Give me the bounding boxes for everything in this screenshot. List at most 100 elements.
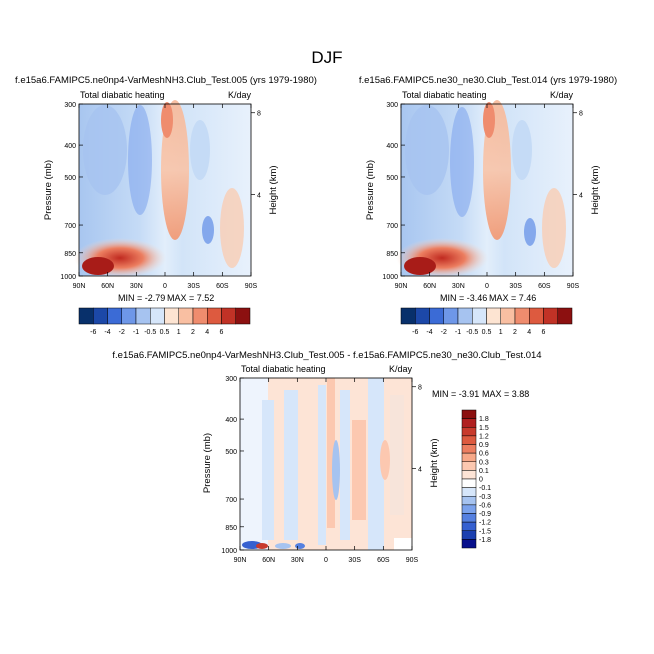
panel-3-left-label: Total diabatic heating [241, 364, 326, 374]
panel-1-colorbar-box [178, 307, 194, 325]
panel-3-xtick-label: 30S [348, 557, 361, 564]
panel-1-colorbar-box [135, 307, 151, 325]
panel-3-colorbar-label: 1.2 [479, 433, 489, 440]
panel-1-colorbar-label: -2 [119, 329, 125, 336]
panel-2: f.e15a6.FAMIPC5.ne30_ne30.Club_Test.014 … [359, 75, 617, 336]
panel-3-colorbar-label: -1.2 [479, 520, 491, 527]
panel-3-colorbar-label: 0.1 [479, 468, 489, 475]
panel-3-colorbar-box [461, 444, 477, 454]
panel-3-colorbar-box [461, 539, 477, 549]
panel-1-ytick-label: 300 [64, 102, 76, 109]
panel-3-colorbar-box [461, 435, 477, 445]
panel-3-colorbar-box [461, 470, 477, 480]
panel-1-colorbar-label: -1 [133, 329, 139, 336]
panel-1-colorbar: -6 -4 -2 -1 -0.5 0.5 1 2 4 6 [78, 307, 251, 336]
panel-2-ytick-label: 300 [386, 102, 398, 109]
panel-1-right-label: K/day [228, 90, 252, 100]
panel-3-colorbar-box [461, 513, 477, 523]
figure-title: DJF [311, 48, 342, 67]
panel-2-colorbar-box [443, 307, 459, 325]
panel-2-ylabel: Pressure (mb) [365, 160, 376, 220]
panel-3-colorbar-box [461, 418, 477, 428]
panel-3-xtick-label: 90S [406, 557, 419, 564]
panel-2-xtick-label: 90S [567, 283, 580, 290]
panel-3-field [240, 378, 412, 550]
panel-2-colorbar-box [457, 307, 473, 325]
panel-3-colorbar-label: -0.1 [479, 485, 491, 492]
panel-1: f.e15a6.FAMIPC5.ne0np4-VarMeshNH3.Club_T… [15, 75, 317, 336]
panel-2-colorbar-box [514, 307, 530, 325]
panel-3-colorbar-box [461, 409, 477, 419]
panel-3-colorbar-label: -1.8 [479, 537, 491, 544]
panel-1-colorbar-label: -6 [90, 329, 96, 336]
panel-1-colorbar-box [235, 307, 251, 325]
panel-3-colorbar-label: -0.6 [479, 502, 491, 509]
panel-1-colorbar-box [150, 307, 165, 325]
panel-3-colorbar-box [461, 530, 477, 540]
panel-2-colorbar-box [472, 307, 487, 325]
panel-1-colorbar-box [207, 307, 222, 325]
panel-2-colorbar-label: 1 [499, 329, 503, 336]
panel-3-ytick-label: 700 [225, 497, 237, 504]
panel-3-ylabel-right: Height (km) [429, 438, 440, 487]
panel-2-colorbar-label: 4 [527, 329, 531, 336]
panel-2-ytick-label: 850 [386, 251, 398, 258]
panel-2-field [396, 100, 573, 278]
panel-1-min: MIN = -2.79 [118, 293, 165, 303]
panel-2-xtick-label: 60N [423, 283, 436, 290]
panel-3-colorbar-box [461, 427, 477, 437]
panel-1-ylabel: Pressure (mb) [43, 160, 54, 220]
panel-1-ytick-label: 850 [64, 251, 76, 258]
panel-2-colorbar-label: -2 [441, 329, 447, 336]
panel-1-colorbar-box [93, 307, 108, 325]
panel-1-colorbar-label: 2 [191, 329, 195, 336]
panel-2-colorbar-box [486, 307, 501, 325]
panel-1-ytick-label: 500 [64, 175, 76, 182]
panel-1-xtick-label: 0 [163, 283, 167, 290]
panel-1-colorbar-label: 1 [177, 329, 181, 336]
panel-2-xtick-label: 30S [509, 283, 522, 290]
panel-1-field [74, 100, 251, 278]
panel-2-colorbar-box [557, 307, 573, 325]
panel-2-max: MAX = 7.46 [489, 293, 536, 303]
panel-2-colorbar-box [529, 307, 544, 325]
panel-1-colorbar-box [107, 307, 122, 325]
panel-3-colorbar-label: 0.3 [479, 459, 489, 466]
panel-1-colorbar-box [78, 307, 94, 325]
panel-1-subtitle: f.e15a6.FAMIPC5.ne0np4-VarMeshNH3.Club_T… [15, 75, 317, 86]
panel-2-ytick-right-label: 4 [579, 192, 583, 199]
panel-2-colorbar-label: -4 [426, 329, 432, 336]
panel-3-colorbar-label: -0.3 [479, 494, 491, 501]
panel-3-colorbar-box [461, 452, 477, 462]
panel-3-subtitle: f.e15a6.FAMIPC5.ne0np4-VarMeshNH3.Club_T… [112, 350, 541, 361]
panel-2-colorbar-label: -0.5 [466, 329, 478, 336]
panel-1-colorbar-label: 0.5 [160, 329, 170, 336]
panel-3-ytick-right-label: 8 [418, 385, 422, 392]
panel-3-min: MIN = -3.91 [432, 389, 479, 399]
panel-2-ytick-label: 500 [386, 175, 398, 182]
panel-1-colorbar-box [121, 307, 137, 325]
panel-3-colorbar-label: 1.5 [479, 425, 489, 432]
panel-3-right-label: K/day [389, 364, 413, 374]
panel-3-colorbar-label: 0 [479, 477, 483, 484]
panel-2-colorbar-box [415, 307, 430, 325]
panel-1-xtick-label: 30N [130, 283, 143, 290]
panel-2-ylabel-right: Height (km) [590, 165, 601, 214]
panel-3-colorbar-label: 0.9 [479, 442, 489, 449]
panel-1-max: MAX = 7.52 [167, 293, 214, 303]
panel-2-ytick-right-label: 8 [579, 111, 583, 118]
panel-2-colorbar-label: 0.5 [482, 329, 492, 336]
panel-3-colorbar-label: -0.9 [479, 511, 491, 518]
panel-2-xtick-label: 30N [452, 283, 465, 290]
panel-3-colorbar-box [461, 496, 477, 506]
panel-2-xtick-label: 0 [485, 283, 489, 290]
panel-1-ytick-label: 400 [64, 143, 76, 150]
panel-1-left-label: Total diabatic heating [80, 90, 165, 100]
panel-2-colorbar-box [500, 307, 516, 325]
panel-3-colorbar-box [461, 478, 477, 488]
panel-3-colorbar-label: 0.6 [479, 451, 489, 458]
panel-1-colorbar-box [164, 307, 179, 325]
panel-2-right-label: K/day [550, 90, 574, 100]
panel-1-ytick-label: 1000 [60, 274, 76, 281]
